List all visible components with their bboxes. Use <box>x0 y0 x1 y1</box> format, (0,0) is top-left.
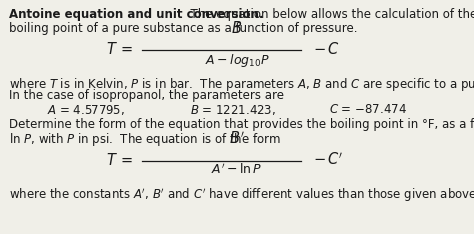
Text: $B$: $B$ <box>231 20 243 36</box>
Text: $A$ = 4.57795,: $A$ = 4.57795, <box>47 103 126 117</box>
Text: Antoine equation and unit conversion.: Antoine equation and unit conversion. <box>9 8 263 21</box>
Text: where $T$ is in Kelvin, $P$ is in bar.  The parameters $A$, $B$ and $C$ are spec: where $T$ is in Kelvin, $P$ is in bar. T… <box>9 76 474 93</box>
Text: where the constants $A'$, $B'$ and $C'$ have different values than those given a: where the constants $A'$, $B'$ and $C'$ … <box>9 186 474 204</box>
Text: The equation below allows the calculation of the: The equation below allows the calculatio… <box>183 8 474 21</box>
Text: $C$ = −87.474: $C$ = −87.474 <box>329 103 407 116</box>
Text: $A - log_{10}P$: $A - log_{10}P$ <box>205 52 269 69</box>
Text: ln $P$, with $P$ in psi.  The equation is of the form: ln $P$, with $P$ in psi. The equation is… <box>9 131 281 148</box>
Text: In the case of isopropanol, the parameters are: In the case of isopropanol, the paramete… <box>9 89 283 102</box>
Text: $-\,C$: $-\,C$ <box>313 41 340 57</box>
Text: $B$ = 1221.423,: $B$ = 1221.423, <box>190 103 276 117</box>
Text: $-\,C'$: $-\,C'$ <box>313 152 344 168</box>
Text: $B'$: $B'$ <box>229 130 245 147</box>
Text: boiling point of a pure substance as a function of pressure.: boiling point of a pure substance as a f… <box>9 22 357 35</box>
Text: $A' - \ln P$: $A' - \ln P$ <box>211 163 263 178</box>
Text: $T\,=$: $T\,=$ <box>106 152 133 168</box>
Text: Determine the form of the equation that provides the boiling point in °F, as a f: Determine the form of the equation that … <box>9 118 474 131</box>
Text: $T\,=$: $T\,=$ <box>106 41 133 57</box>
